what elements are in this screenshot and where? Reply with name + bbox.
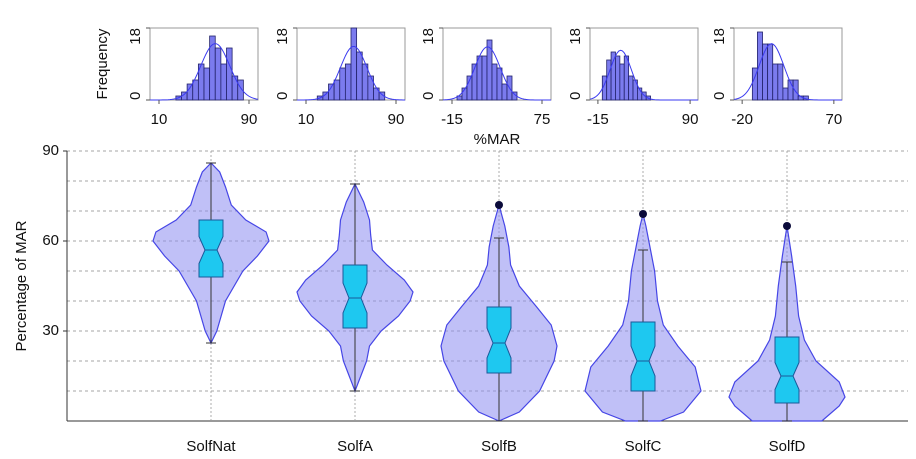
histogram-bar xyxy=(619,63,625,101)
histogram-bar xyxy=(356,51,363,101)
y-tick-label: 18 xyxy=(127,28,144,45)
x-tick-label: 90 xyxy=(682,111,699,128)
histogram-bar xyxy=(762,43,769,101)
x-tick-label: 10 xyxy=(298,111,315,128)
histogram-bar xyxy=(476,55,483,101)
x-tick-label: -15 xyxy=(441,111,463,128)
histogram-bar xyxy=(226,47,233,101)
histogram-bar xyxy=(231,75,239,101)
x-tick-label: -20 xyxy=(731,111,753,128)
x-tick-label: SolfD xyxy=(769,438,806,455)
y-tick-label: 18 xyxy=(567,28,584,45)
normal-fit xyxy=(589,49,698,101)
y-tick-label: 0 xyxy=(274,92,291,100)
outlier xyxy=(639,210,647,218)
histogram-bar xyxy=(367,75,374,101)
notched-box xyxy=(630,321,656,392)
histogram-bar xyxy=(628,75,634,101)
y-axis-label: Frequency xyxy=(94,28,111,99)
x-tick-label: SolfA xyxy=(337,438,373,455)
histogram-bar xyxy=(186,83,194,101)
x-tick-label: SolfB xyxy=(481,438,517,455)
histogram-bar xyxy=(772,63,779,101)
histogram-bar xyxy=(623,55,630,101)
histogram-bar xyxy=(220,63,227,101)
notched-box xyxy=(486,306,512,374)
y-axis-label: Percentage of MAR xyxy=(13,220,30,351)
x-tick-label: SolfNat xyxy=(186,438,236,455)
y-tick-label: 0 xyxy=(567,92,584,100)
normal-fit xyxy=(442,46,552,101)
y-tick-label: 0 xyxy=(420,92,437,100)
y-tick-label: 0 xyxy=(127,92,144,100)
normal-fit xyxy=(296,45,406,101)
histogram-bar xyxy=(777,63,784,101)
histogram-bar xyxy=(610,51,616,101)
histogram-bar xyxy=(606,59,612,101)
histogram-bar xyxy=(496,67,503,101)
histogram-bar xyxy=(792,79,799,101)
x-tick-label: 90 xyxy=(388,111,405,128)
y-tick-label: 18 xyxy=(711,28,728,45)
histogram-bar xyxy=(344,63,352,101)
histogram-bar xyxy=(203,67,211,101)
histogram-bar xyxy=(782,87,789,101)
y-tick-label: 90 xyxy=(42,142,59,159)
histogram-bar xyxy=(378,91,386,101)
histogram-bar xyxy=(757,31,763,101)
y-tick-label: 18 xyxy=(420,28,437,45)
notched-box xyxy=(342,264,368,329)
y-tick-label: 60 xyxy=(42,232,59,249)
x-tick-label: SolfC xyxy=(625,438,662,455)
histogram-bar xyxy=(767,43,774,101)
histogram-bar xyxy=(209,35,216,101)
histogram-bar xyxy=(615,55,621,101)
histogram-bar xyxy=(214,47,222,101)
histogram-bar xyxy=(339,67,346,101)
histogram-bar xyxy=(333,79,341,101)
histogram-bar xyxy=(350,27,358,101)
y-tick-label: 0 xyxy=(711,92,728,100)
x-axis-label: %MAR xyxy=(474,131,521,148)
y-tick-label: 30 xyxy=(42,322,59,339)
histogram-bar xyxy=(501,83,508,101)
histogram-bar xyxy=(361,63,369,101)
outlier xyxy=(783,222,791,230)
x-tick-label: 10 xyxy=(151,111,168,128)
histogram-bar xyxy=(237,79,244,101)
x-tick-label: -15 xyxy=(587,111,609,128)
notched-box xyxy=(198,219,224,278)
histogram-bar xyxy=(491,63,498,101)
normal-fit xyxy=(149,43,259,101)
normal-fit xyxy=(733,43,842,101)
x-tick-label: 70 xyxy=(826,111,843,128)
x-tick-label: 75 xyxy=(534,111,551,128)
outlier xyxy=(495,201,503,209)
x-tick-label: 90 xyxy=(241,111,258,128)
histogram-bar xyxy=(192,79,199,101)
y-tick-label: 18 xyxy=(274,28,291,45)
notched-box xyxy=(774,336,800,404)
histogram-bar xyxy=(481,55,488,101)
